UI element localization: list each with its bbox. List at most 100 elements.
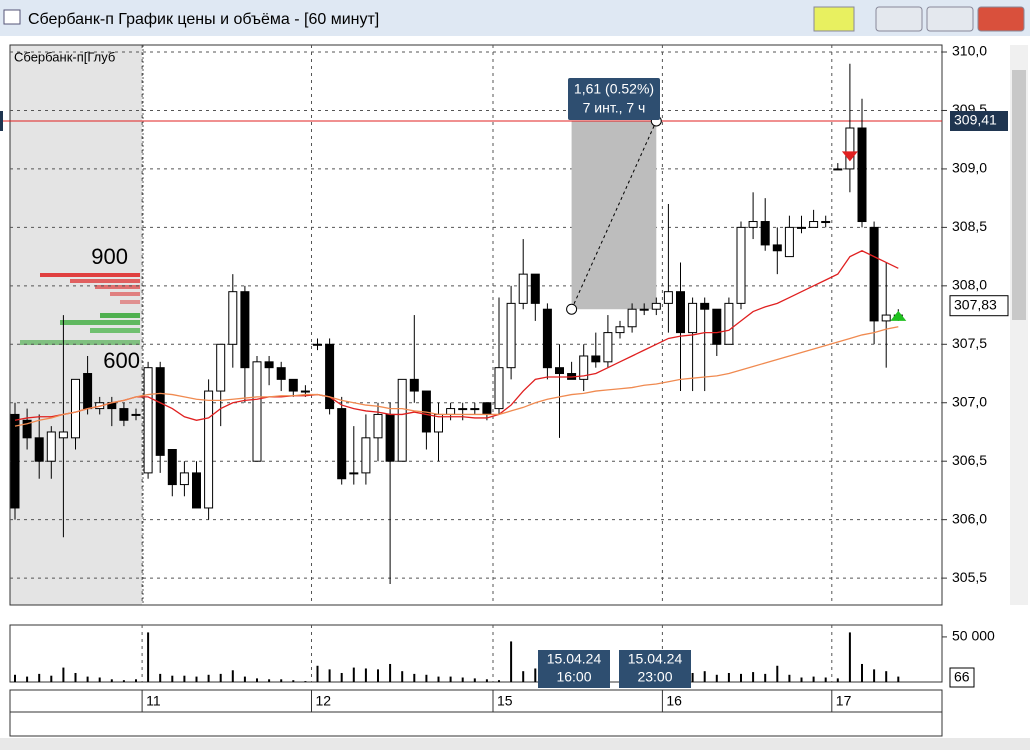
- y-tick-label: 310,0: [952, 43, 987, 59]
- price-level-label: 309,41: [954, 112, 997, 128]
- price-label-box: [950, 110, 1008, 131]
- candle-body: [192, 472, 201, 509]
- x-tick-label: 12: [316, 693, 332, 709]
- candle-body: [482, 402, 492, 415]
- candle-body: [881, 314, 891, 322]
- candle-body: [736, 226, 746, 304]
- candle-body: [337, 408, 347, 480]
- minimize-button[interactable]: [875, 6, 923, 32]
- link-button[interactable]: [813, 6, 855, 32]
- x-tick-label: 17: [836, 693, 852, 709]
- candle-body: [530, 273, 540, 304]
- candle-body: [385, 413, 395, 462]
- candle-body: [361, 437, 371, 474]
- x-tick-label: 11: [146, 693, 161, 709]
- candle-body: [615, 326, 625, 334]
- candle-body: [603, 332, 613, 363]
- measure-label: 1,61 (0.52%): [574, 81, 654, 97]
- candle-body: [663, 291, 673, 304]
- y-tick-label: 308,5: [952, 218, 987, 234]
- candle-body: [809, 221, 819, 228]
- candle-body: [10, 413, 20, 509]
- candle-body: [712, 308, 722, 345]
- candle-body: [179, 472, 189, 486]
- candle-body: [458, 408, 468, 411]
- measure-line: [571, 120, 657, 310]
- candle-body: [518, 273, 528, 304]
- candle-body: [373, 413, 383, 439]
- depth-label: 600: [103, 348, 140, 373]
- candle-body: [58, 431, 68, 439]
- candle-body: [688, 302, 698, 334]
- y-tick-label: 306,5: [952, 452, 987, 468]
- y-tick-label: 50 000: [952, 628, 995, 644]
- candle-body: [651, 302, 661, 310]
- candle-body: [627, 308, 637, 328]
- sell-signal: [841, 151, 858, 162]
- candle-body: [397, 378, 407, 462]
- candle-body: [83, 373, 93, 410]
- candle-body: [131, 413, 141, 416]
- moving-average: [14, 326, 899, 427]
- scroll-thumb[interactable]: [1012, 70, 1026, 320]
- candle-body: [22, 419, 32, 439]
- maximize-button[interactable]: [926, 6, 974, 32]
- y-tick-label: 307,0: [952, 393, 987, 409]
- y-tick-label: 306,0: [952, 510, 987, 526]
- candle-body: [857, 127, 867, 223]
- candle-body: [797, 226, 806, 229]
- candle-body: [155, 367, 165, 456]
- x-tick-label: 15: [497, 693, 513, 709]
- candle-body: [845, 127, 855, 170]
- price-plot-frame: [9, 44, 943, 606]
- last-price-label: 307,83: [954, 296, 997, 312]
- candle-body: [748, 221, 758, 228]
- candle-body: [325, 343, 335, 410]
- candle-body: [494, 367, 504, 410]
- candle-body: [264, 361, 274, 369]
- candle-body: [349, 472, 359, 475]
- candle-body: [760, 221, 770, 246]
- y-tick-label: 309,0: [952, 160, 987, 176]
- candle-body: [71, 378, 80, 439]
- candle-body: [409, 378, 419, 392]
- cursor-label: 15.04.24: [547, 651, 602, 667]
- cursor-label-box: [538, 650, 610, 688]
- close-button[interactable]: [977, 6, 1025, 32]
- scale-box: [949, 667, 975, 688]
- measure-label: 7 инт., 7 ч: [583, 100, 646, 116]
- app-icon: [3, 9, 21, 25]
- title-bar: [0, 0, 1030, 36]
- candle-body: [240, 291, 250, 369]
- h-scrollbar[interactable]: [0, 738, 1030, 750]
- candle-body: [167, 449, 177, 486]
- y-tick-label: 307,5: [952, 335, 987, 351]
- candle-body: [591, 355, 601, 363]
- scale-label: 66: [954, 669, 970, 685]
- candle-body: [228, 291, 238, 345]
- candle-body: [313, 343, 322, 346]
- cursor-label: 16:00: [556, 669, 591, 685]
- depth-title: Сбербанк-п[Глуб: [14, 49, 115, 64]
- candle-body: [446, 408, 456, 415]
- measure-point: [566, 303, 578, 315]
- cursor-label-box: [619, 650, 691, 688]
- price-label-box: [0, 110, 3, 131]
- candle-body: [143, 367, 153, 474]
- measure-box: [568, 78, 660, 120]
- candle-body: [252, 361, 262, 462]
- depth-label: 900: [91, 244, 128, 269]
- candle-body: [869, 226, 879, 322]
- volume-plot-frame: [9, 624, 943, 683]
- candle-body: [204, 390, 214, 509]
- candle-body: [300, 390, 310, 393]
- candle-body: [216, 343, 226, 392]
- candle-body: [579, 355, 589, 380]
- candle-body: [119, 408, 129, 421]
- candle-body: [276, 367, 286, 380]
- y-tick-label: 305,5: [952, 569, 987, 585]
- candle-body: [772, 244, 782, 252]
- cursor-label: 23:00: [637, 669, 672, 685]
- x-tick-label: 16: [666, 693, 682, 709]
